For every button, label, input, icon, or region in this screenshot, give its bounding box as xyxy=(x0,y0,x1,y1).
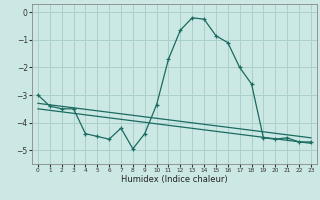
X-axis label: Humidex (Indice chaleur): Humidex (Indice chaleur) xyxy=(121,175,228,184)
